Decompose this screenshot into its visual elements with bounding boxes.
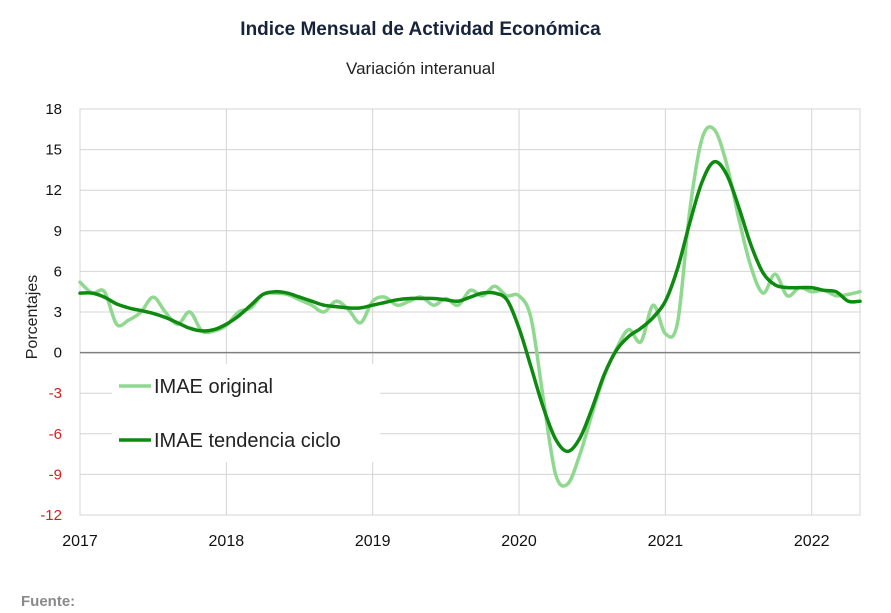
- legend: IMAE original IMAE tendencia ciclo: [112, 364, 380, 462]
- legend-label-imae-original: IMAE original: [154, 376, 273, 398]
- chart-title: Indice Mensual de Actividad Económica: [240, 19, 601, 40]
- y-tick-label: 6: [54, 263, 62, 280]
- plot-border: [79, 108, 861, 516]
- y-axis-ticks: 18 15 12 9 6 3 0 -3 -6 -9 -12: [40, 101, 62, 524]
- y-tick-label: 3: [54, 304, 62, 321]
- x-tick-label: 2020: [501, 533, 537, 550]
- y-tick-label: 15: [45, 142, 62, 159]
- y-tick-label: 18: [45, 101, 62, 118]
- series-imae-trend-line: [78, 159, 862, 454]
- y-tick-label: -9: [49, 466, 62, 483]
- source-note: Fuente:: [21, 593, 76, 610]
- x-tick-label: 2022: [794, 533, 830, 550]
- legend-label-imae-trend: IMAE tendencia ciclo: [154, 430, 341, 452]
- legend-background: [112, 364, 380, 462]
- x-tick-label: 2018: [209, 533, 245, 550]
- y-tick-label: -3: [49, 385, 62, 402]
- chart-subtitle: Variación interanual: [346, 59, 495, 78]
- x-axis-ticks: 2017 2018 2019 2020 2021 2022: [62, 533, 829, 550]
- x-tick-label: 2017: [62, 533, 98, 550]
- y-tick-label: 12: [45, 182, 62, 199]
- x-tick-label: 2019: [355, 533, 391, 550]
- y-tick-label: -6: [49, 426, 62, 443]
- series-lines: [78, 125, 862, 488]
- y-tick-label: 9: [54, 223, 62, 240]
- y-tick-label: -12: [40, 507, 62, 524]
- grid-lines: [79, 108, 861, 516]
- x-tick-label: 2021: [648, 533, 684, 550]
- y-tick-label: 0: [54, 345, 62, 362]
- y-axis-title: Porcentajes: [24, 275, 41, 360]
